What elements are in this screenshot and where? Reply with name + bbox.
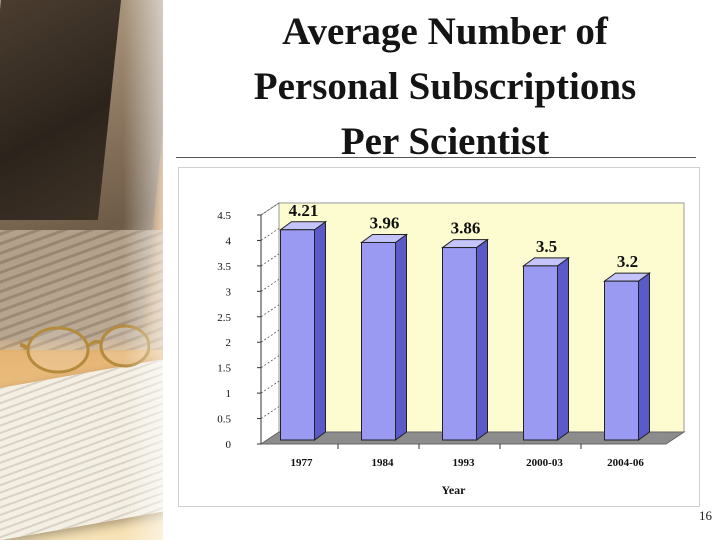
x-tick-label: 2000-03: [526, 457, 563, 469]
x-tick-label: 1977: [291, 457, 314, 469]
y-tick-label: 0: [226, 439, 232, 451]
chart-side-wall: [260, 202, 280, 445]
y-tick-label: 2: [226, 337, 232, 349]
bar-side: [557, 256, 569, 441]
title-line: Personal Subscriptions: [253, 65, 637, 108]
bar-side: [395, 233, 407, 441]
title-underline: [176, 157, 696, 158]
background-photo: [0, 0, 163, 540]
bar: [361, 241, 396, 441]
y-tick-label: 3: [226, 286, 232, 298]
slide-title: Average Number of Personal Subscriptions…: [170, 4, 720, 169]
chart-area: 0 0.5 1 1.5 2 2.5 3 3.5 4 4.5 4.21 1977 3.96 1984 3.86…: [178, 167, 700, 507]
y-tick-label: 3.5: [217, 261, 231, 273]
slide-number: 16: [699, 508, 712, 523]
data-label: 3.96: [370, 213, 400, 232]
x-tick-label: 2004-06: [607, 457, 644, 469]
x-tick-label: 1993: [453, 457, 476, 469]
title-line: Average Number of: [282, 10, 608, 53]
title-line: Per Scientist: [340, 120, 550, 163]
y-tick-label: 4.5: [217, 210, 231, 222]
bar-side: [314, 220, 326, 441]
data-label: 3.2: [617, 252, 638, 271]
bar-side: [476, 238, 488, 441]
y-tick-label: 2.5: [217, 312, 231, 324]
data-label: 3.86: [451, 219, 481, 238]
bar-side: [638, 272, 650, 441]
y-tick-label: 1.5: [217, 363, 231, 375]
y-tick-label: 0.5: [217, 414, 231, 426]
bar: [280, 229, 315, 441]
bar: [442, 247, 477, 441]
bar: [604, 280, 639, 441]
x-tick-label: 1984: [372, 457, 395, 469]
data-label: 4.21: [289, 201, 319, 220]
y-tick-label: 1: [226, 388, 232, 400]
bar-chart: 0 0.5 1 1.5 2 2.5 3 3.5 4 4.5 4.21 1977 3.96 1984 3.86…: [217, 201, 686, 497]
bar: [523, 265, 558, 441]
data-label: 3.5: [536, 237, 557, 256]
x-axis-label: Year: [442, 483, 467, 497]
y-tick-label: 4: [226, 235, 232, 247]
